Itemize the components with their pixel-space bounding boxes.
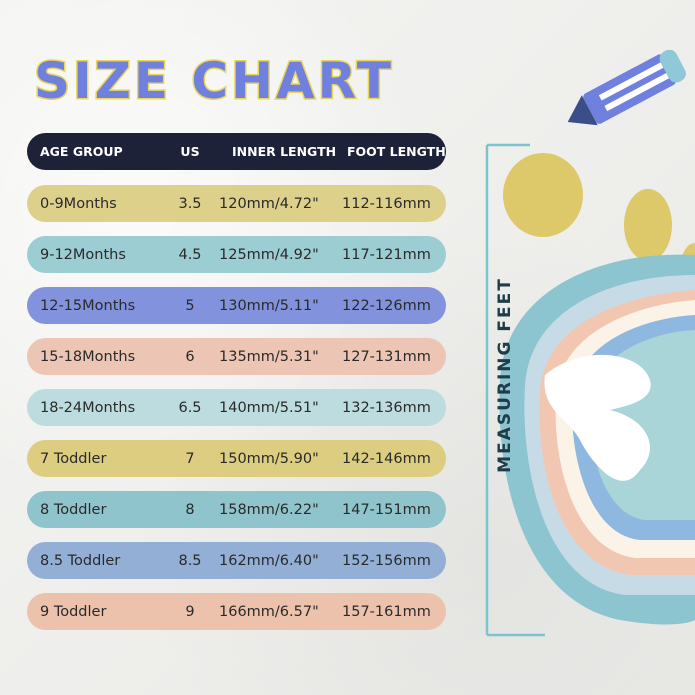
cell-us: 3.5 [178,195,202,212]
page-title: SIZE CHART [32,51,395,112]
cell-age-group: 8 Toddler [40,501,107,518]
cell-foot-length: 142-146mm [342,450,431,467]
cell-foot-length: 122-126mm [342,297,431,314]
cell-age-group: 8.5 Toddler [40,552,121,569]
cell-foot-length: 132-136mm [342,399,431,416]
cell-age-group: 9 Toddler [40,603,107,620]
measuring-feet-label: MEASURING FEET [495,277,515,473]
toe-prints [503,153,695,287]
foot-illustration [485,50,695,637]
cell-age-group: 0-9Months [40,195,117,212]
cell-age-group: 7 Toddler [40,450,107,467]
cell-us: 6.5 [178,399,202,416]
header-us: US [180,143,200,159]
cell-inner-length: 166mm/6.57" [219,603,319,620]
cell-us: 6 [185,348,195,365]
foot-shapes [499,254,695,625]
cell-us: 5 [185,297,195,314]
cell-foot-length: 112-116mm [342,195,431,212]
header-age-group: AGE GROUP [40,143,123,159]
pencil-icon [567,50,686,126]
table-row: 18-24Months 6.5 140mm/5.51" 132-136mm [27,389,446,426]
cell-foot-length: 157-161mm [342,603,431,620]
cell-inner-length: 130mm/5.11" [219,297,319,314]
table-row: 9-12Months 4.5 125mm/4.92" 117-121mm [27,236,446,273]
table-row: 9 Toddler 9 166mm/6.57" 157-161mm [27,593,446,630]
table-row: 0-9Months 3.5 120mm/4.72" 112-116mm [27,185,446,222]
table-header: AGE GROUP US INNER LENGTH FOOT LENGTH [27,133,446,170]
cell-inner-length: 125mm/4.92" [219,246,319,263]
table-row: 7 Toddler 7 150mm/5.90" 142-146mm [27,440,446,477]
cell-us: 8 [185,501,195,518]
cell-age-group: 12-15Months [40,297,136,314]
cell-foot-length: 127-131mm [342,348,431,365]
table-row: 12-15Months 5 130mm/5.11" 122-126mm [27,287,446,324]
cell-inner-length: 135mm/5.31" [219,348,319,365]
cell-inner-length: 140mm/5.51" [219,399,319,416]
cell-inner-length: 120mm/4.72" [219,195,319,212]
cell-inner-length: 162mm/6.40" [219,552,319,569]
cell-age-group: 18-24Months [40,399,136,416]
cell-us: 4.5 [178,246,202,263]
cell-inner-length: 158mm/6.22" [219,501,319,518]
cell-us: 9 [185,603,195,620]
ruler-bracket [485,143,545,637]
cell-foot-length: 117-121mm [342,246,431,263]
header-inner-length: INNER LENGTH [232,143,337,159]
table-row: 15-18Months 6 135mm/5.31" 127-131mm [27,338,446,375]
table-row: 8.5 Toddler 8.5 162mm/6.40" 152-156mm [27,542,446,579]
header-foot-length: FOOT LENGTH [347,143,446,159]
cell-age-group: 9-12Months [40,246,126,263]
cell-foot-length: 147-151mm [342,501,431,518]
cell-inner-length: 150mm/5.90" [219,450,319,467]
table-row: 8 Toddler 8 158mm/6.22" 147-151mm [27,491,446,528]
cell-us: 7 [185,450,195,467]
cell-us: 8.5 [178,552,202,569]
cell-age-group: 15-18Months [40,348,136,365]
cell-foot-length: 152-156mm [342,552,431,569]
